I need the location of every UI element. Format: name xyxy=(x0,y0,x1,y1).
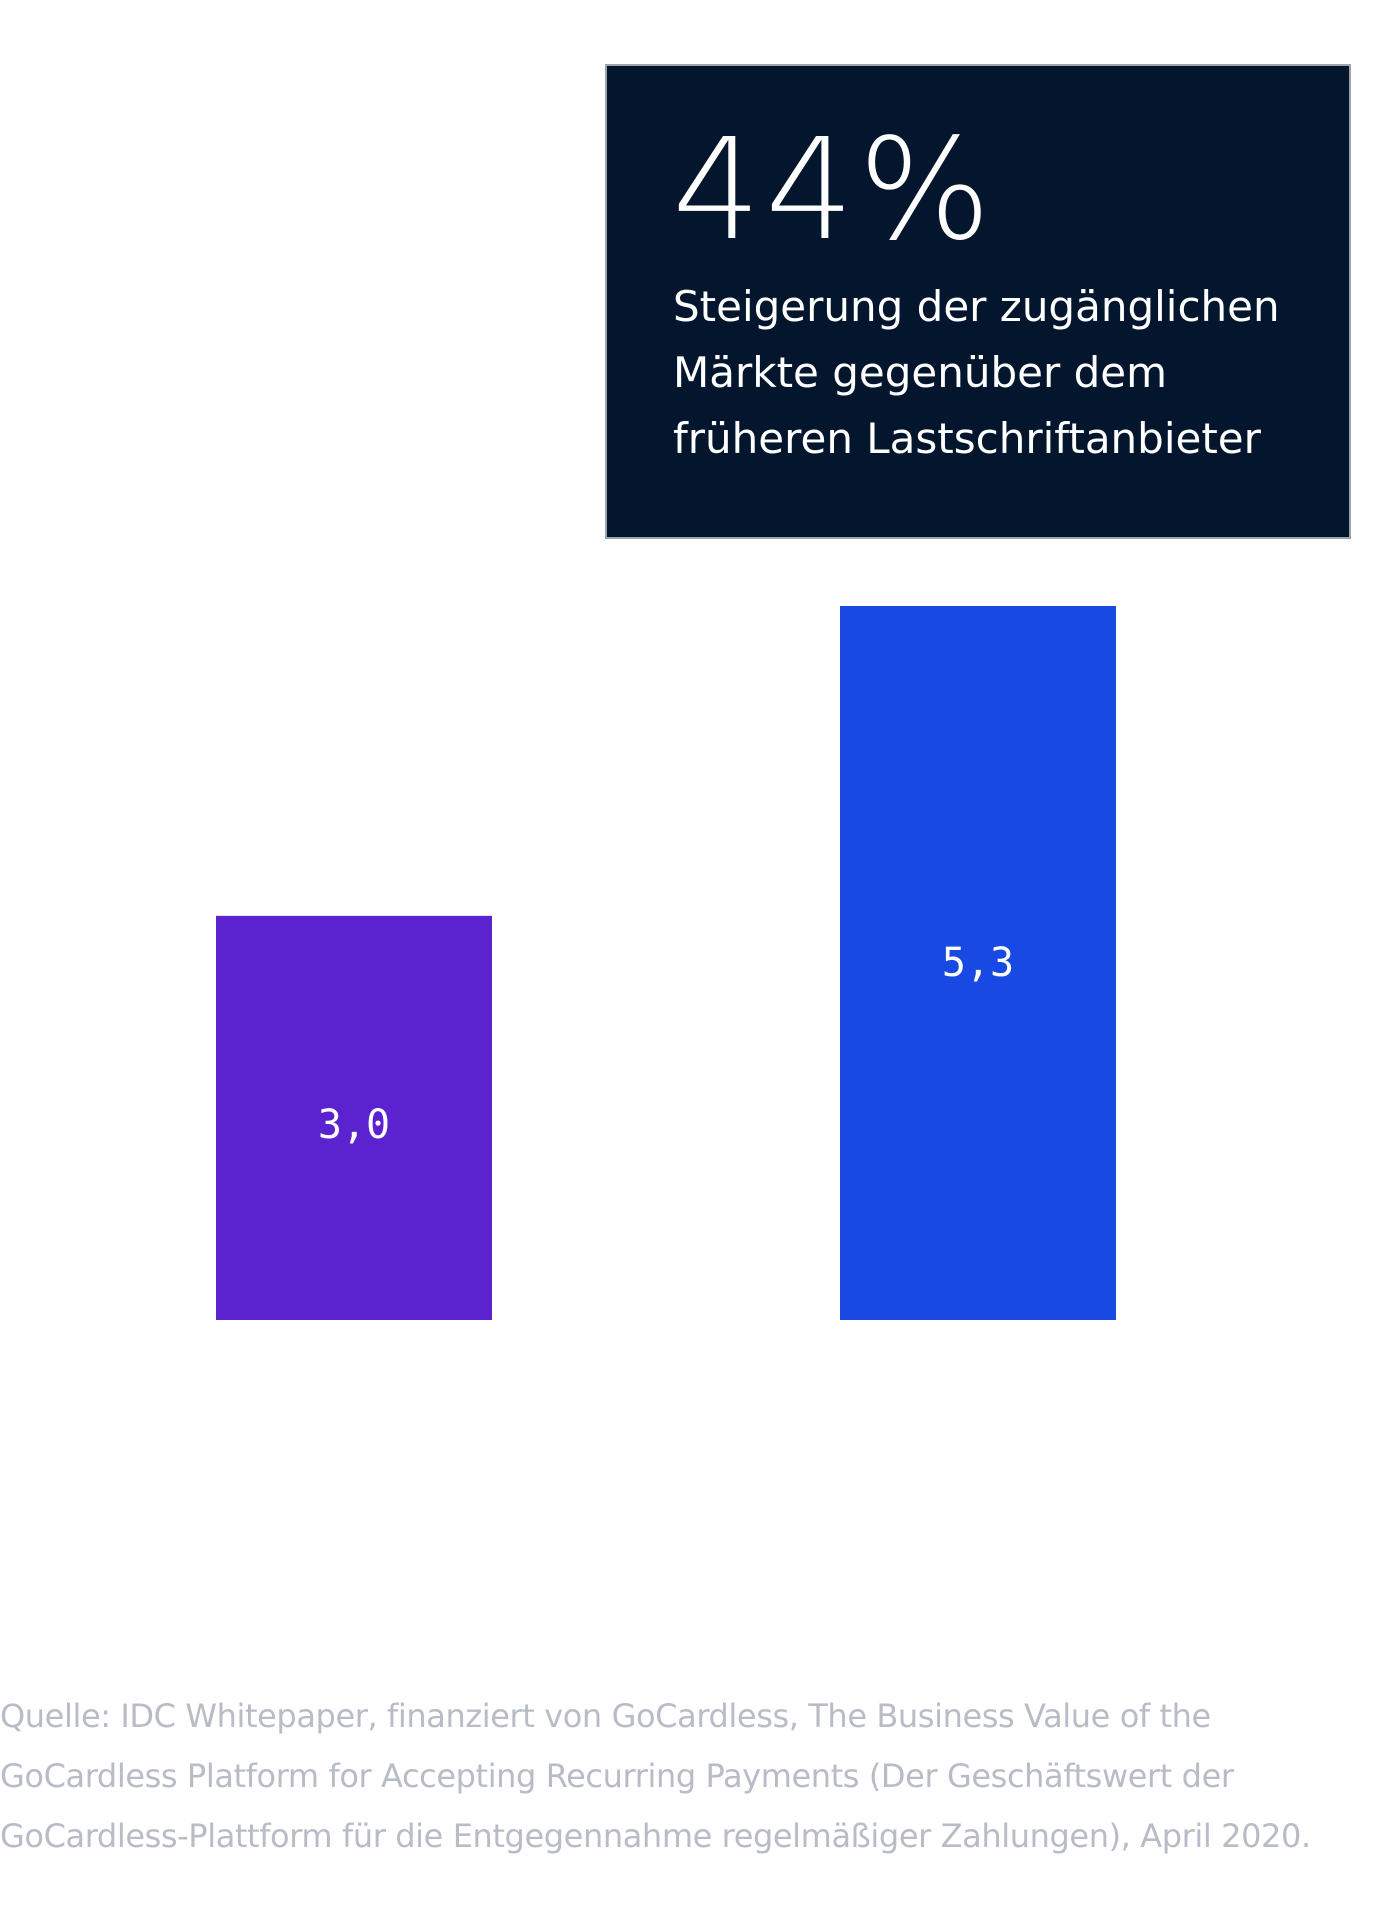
stat-description-line: früheren Lastschriftanbieter xyxy=(673,414,1261,463)
stat-callout: 44% Steigerung der zugänglichen Märkte g… xyxy=(605,64,1351,539)
source-line: Quelle: IDC Whitepaper, finanziert von G… xyxy=(0,1697,1211,1735)
bar-value-label-1: 3,0 xyxy=(318,1102,390,1148)
source-line: GoCardless-Plattform für die Entgegennah… xyxy=(0,1817,1311,1855)
stat-description: Steigerung der zugänglichen Märkte gegen… xyxy=(673,274,1333,472)
stat-percent: 44% xyxy=(672,109,996,272)
source-line: GoCardless Platform for Accepting Recurr… xyxy=(0,1757,1234,1795)
bar-1 xyxy=(216,915,492,1320)
stat-description-line: Märkte gegenüber dem xyxy=(673,348,1167,397)
stat-description-line: Steigerung der zugänglichen xyxy=(673,282,1280,331)
bar-2 xyxy=(840,606,1116,1320)
source-note: Quelle: IDC Whitepaper, finanziert von G… xyxy=(0,1686,1389,1866)
bar-value-label-2: 5,3 xyxy=(942,940,1014,986)
bar-chart: 3,0 5,3 xyxy=(216,606,1116,1320)
